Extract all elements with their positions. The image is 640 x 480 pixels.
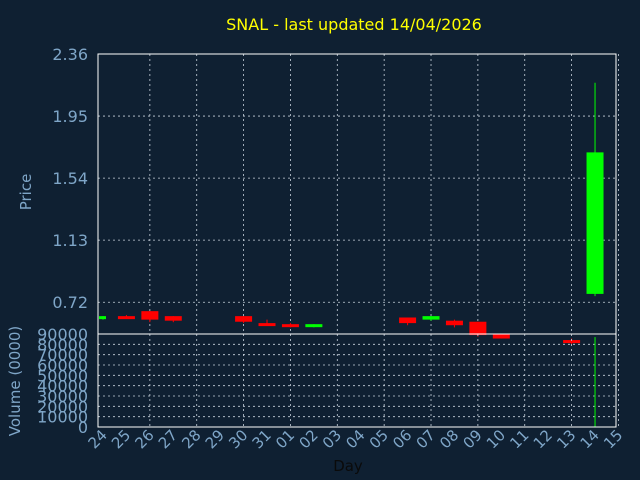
candle-body bbox=[445, 320, 463, 326]
price-panel: 2.36 1.95 1.54 1.13 0.72 bbox=[52, 45, 619, 345]
x-tick-label: 03 bbox=[319, 426, 345, 452]
candle-body bbox=[492, 334, 510, 339]
candle-body bbox=[117, 316, 135, 320]
volume-tick-label: 20000 bbox=[37, 397, 88, 416]
x-tick-label: 29 bbox=[202, 426, 228, 452]
candle-body bbox=[99, 316, 106, 320]
x-tick-label: 15 bbox=[600, 426, 626, 452]
price-plot-frame bbox=[97, 53, 617, 335]
x-tick-label: 31 bbox=[249, 426, 275, 452]
candle-body bbox=[469, 321, 487, 336]
x-axis-label: Day bbox=[333, 457, 363, 475]
price-tick-label: 1.13 bbox=[52, 231, 88, 250]
price-tick-label: 1.95 bbox=[52, 107, 88, 126]
volume-grid bbox=[98, 334, 619, 427]
x-tick-label: 02 bbox=[295, 426, 321, 452]
x-tick-label: 27 bbox=[155, 426, 181, 452]
volume-tick-label: 10000 bbox=[37, 408, 88, 427]
price-tick-label: 1.54 bbox=[52, 169, 88, 188]
volume-tick-label: 60000 bbox=[37, 356, 88, 375]
price-tick-label: 0.72 bbox=[52, 293, 88, 312]
volume-tick-label: 80000 bbox=[37, 335, 88, 354]
x-tick-label: 10 bbox=[483, 426, 509, 452]
volume-y-ticks: 9000080000700006000050000400003000020000… bbox=[37, 325, 88, 437]
price-axis-label: Price bbox=[17, 174, 35, 211]
x-tick-label: 30 bbox=[225, 426, 251, 452]
volume-tick-label: 50000 bbox=[37, 366, 88, 385]
x-tick-label: 26 bbox=[131, 426, 157, 452]
volume-plot-frame bbox=[97, 333, 617, 428]
price-grid bbox=[98, 53, 619, 334]
price-y-ticks: 2.36 1.95 1.54 1.13 0.72 bbox=[52, 45, 88, 312]
x-tick-label: 08 bbox=[436, 426, 462, 452]
price-candles bbox=[99, 82, 604, 345]
price-tick-label: 2.36 bbox=[52, 45, 88, 64]
candle-body bbox=[281, 324, 299, 328]
x-tick-label: 07 bbox=[413, 426, 439, 452]
volume-tick-label: 40000 bbox=[37, 377, 88, 396]
candle-body bbox=[258, 323, 276, 327]
candle-body bbox=[586, 152, 604, 294]
candle-body bbox=[563, 340, 581, 344]
x-tick-label: 28 bbox=[178, 426, 204, 452]
candle-body bbox=[399, 317, 417, 324]
x-tick-label: 01 bbox=[272, 426, 298, 452]
candle-body bbox=[422, 316, 440, 320]
candle-body bbox=[141, 311, 159, 320]
x-tick-label: 14 bbox=[577, 426, 603, 452]
x-tick-label: 13 bbox=[553, 426, 579, 452]
volume-axis-label: Volume (0000) bbox=[6, 326, 24, 436]
x-axis-ticks: 2425262728293031010203040506070809101112… bbox=[85, 426, 627, 452]
candle-body bbox=[164, 316, 182, 321]
volume-tick-label: 90000 bbox=[37, 325, 88, 344]
candle-body bbox=[235, 316, 253, 322]
x-tick-label: 24 bbox=[85, 426, 111, 452]
chart-title: SNAL - last updated 14/04/2026 bbox=[226, 15, 482, 34]
x-tick-label: 25 bbox=[108, 426, 134, 452]
volume-tick-label: 70000 bbox=[37, 346, 88, 365]
candle-body bbox=[305, 324, 323, 328]
x-tick-label: 12 bbox=[530, 426, 556, 452]
volume-panel: 9000080000700006000050000400003000020000… bbox=[37, 325, 619, 437]
x-tick-label: 04 bbox=[342, 426, 368, 452]
x-tick-label: 05 bbox=[366, 426, 392, 452]
x-tick-label: 06 bbox=[389, 426, 415, 452]
x-tick-label: 09 bbox=[459, 426, 485, 452]
x-tick-label: 11 bbox=[506, 426, 532, 452]
volume-tick-label: 30000 bbox=[37, 387, 88, 406]
volume-tick-label: 0 bbox=[78, 418, 88, 437]
